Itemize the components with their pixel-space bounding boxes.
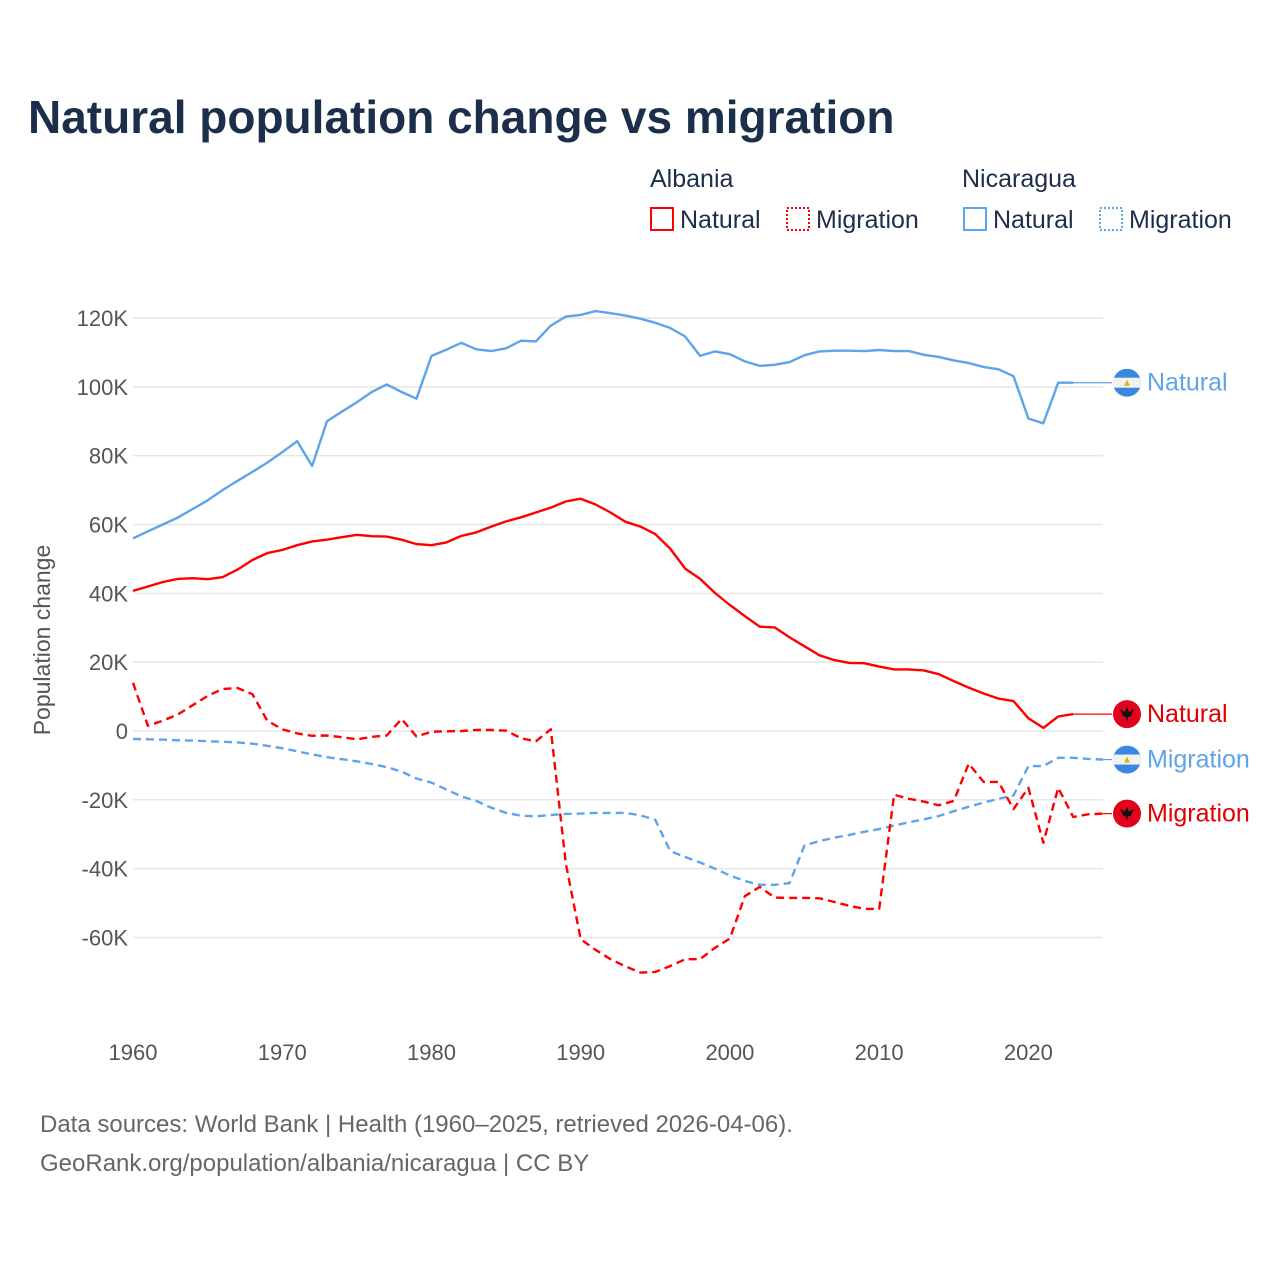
legend-group-nicaragua[interactable]: Nicaragua: [962, 165, 1076, 193]
y-tick-label: 40K: [89, 581, 128, 606]
legend-swatch-nicaragua-migration: [1099, 207, 1123, 231]
albania-flag-icon: [1113, 700, 1141, 729]
y-tick-label: 100K: [77, 375, 129, 400]
y-tick-label: 0: [116, 719, 128, 744]
end-labels: Natural Natural Migration Migration: [1113, 368, 1250, 828]
legend-item-nicaragua-natural[interactable]: Natural: [993, 206, 1074, 234]
legend-swatch-nicaragua-natural: [963, 207, 987, 231]
y-tick-label: 60K: [89, 513, 128, 538]
end-label-nicaragua-natural: Natural: [1147, 369, 1228, 397]
x-tick-label: 2020: [1004, 1040, 1053, 1065]
y-tick-label: 120K: [77, 306, 129, 331]
y-axis-label: Population change: [29, 545, 55, 736]
y-tick-label: 80K: [89, 444, 128, 469]
legend-item-albania-natural[interactable]: Natural: [680, 206, 761, 234]
x-axis: 1960 1970 1980 1990 2000 2010 2020: [109, 1040, 1053, 1065]
end-label-albania-natural: Natural: [1147, 700, 1228, 728]
y-tick-label: -20K: [82, 788, 129, 813]
legend-item-nicaragua-migration[interactable]: Migration: [1129, 206, 1232, 234]
series-lines: [131, 309, 1112, 974]
footer-sources: Data sources: World Bank | Health (1960–…: [40, 1111, 793, 1138]
y-tick-label: -60K: [82, 925, 129, 950]
chart-title: Natural population change vs migration: [28, 91, 894, 143]
y-tick-label: -40K: [82, 857, 129, 882]
legend-swatch-albania-natural: [650, 207, 674, 231]
gridlines: [133, 317, 1103, 939]
y-axis: 120K 100K 80K 60K 40K 20K 0 -20K -40K -60K: [77, 306, 129, 950]
legend-item-albania-migration[interactable]: Migration: [816, 206, 919, 234]
nicaragua-flag-icon: [1113, 745, 1141, 774]
legend-swatch-albania-migration: [786, 207, 810, 231]
end-label-albania-migration: Migration: [1147, 800, 1250, 828]
footer-link[interactable]: GeoRank.org/population/albania/nicaragua…: [40, 1150, 589, 1177]
series-line-nicaragua-migration[interactable]: [132, 737, 1104, 886]
nicaragua-flag-icon: [1113, 368, 1141, 397]
x-tick-label: 1990: [556, 1040, 605, 1065]
legend: Albania Natural Migration Nicaragua Natu…: [650, 165, 1232, 234]
end-label-nicaragua-migration: Migration: [1147, 746, 1250, 774]
series-line-nicaragua-natural[interactable]: [132, 309, 1074, 540]
x-tick-label: 1980: [407, 1040, 456, 1065]
x-tick-label: 1970: [258, 1040, 307, 1065]
x-tick-label: 2010: [855, 1040, 904, 1065]
series-line-albania-natural[interactable]: [132, 497, 1074, 730]
y-tick-label: 20K: [89, 650, 128, 675]
x-tick-label: 1960: [109, 1040, 158, 1065]
series-line-albania-migration[interactable]: [131, 682, 1104, 974]
legend-group-albania[interactable]: Albania: [650, 165, 733, 193]
x-tick-label: 2000: [705, 1040, 754, 1065]
albania-flag-icon: [1113, 799, 1141, 828]
